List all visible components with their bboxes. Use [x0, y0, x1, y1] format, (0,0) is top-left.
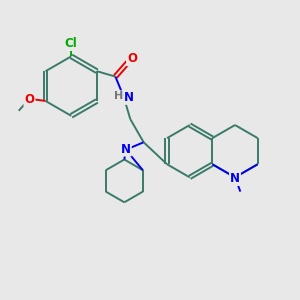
Text: O: O: [127, 52, 137, 65]
Text: Cl: Cl: [65, 37, 78, 50]
Text: N: N: [124, 91, 134, 104]
Text: O: O: [24, 93, 34, 106]
Text: N: N: [230, 172, 240, 185]
Text: N: N: [121, 142, 131, 156]
Text: H: H: [114, 91, 123, 101]
